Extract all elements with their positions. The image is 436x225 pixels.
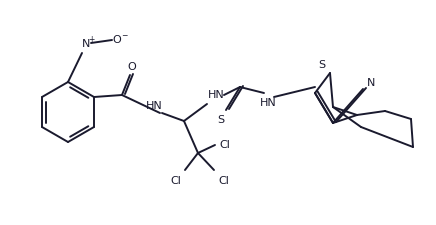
Text: HN: HN bbox=[146, 101, 162, 111]
Text: N: N bbox=[367, 78, 375, 88]
Text: O: O bbox=[128, 62, 136, 72]
Text: S: S bbox=[218, 115, 225, 125]
Text: O: O bbox=[112, 35, 121, 45]
Text: S: S bbox=[318, 60, 326, 70]
Text: −: − bbox=[121, 32, 127, 40]
Text: Cl: Cl bbox=[220, 140, 230, 150]
Text: +: + bbox=[89, 36, 95, 45]
Text: HN: HN bbox=[259, 98, 276, 108]
Text: Cl: Cl bbox=[218, 176, 229, 186]
Text: Cl: Cl bbox=[170, 176, 181, 186]
Text: HN: HN bbox=[208, 90, 225, 100]
Text: N: N bbox=[82, 39, 90, 49]
